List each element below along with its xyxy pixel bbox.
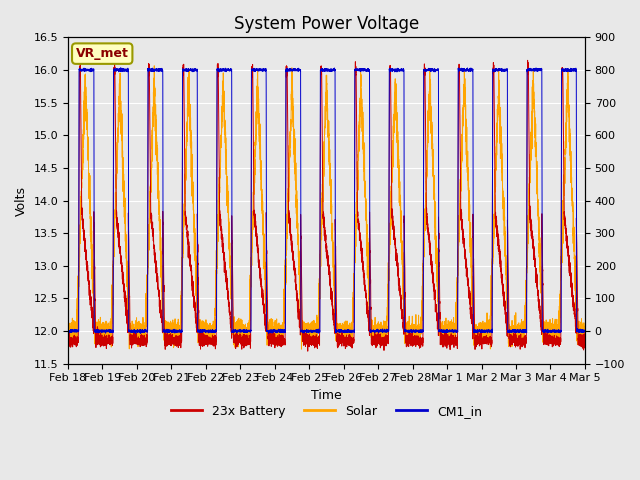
X-axis label: Time: Time — [311, 389, 342, 402]
Title: System Power Voltage: System Power Voltage — [234, 15, 419, 33]
Text: VR_met: VR_met — [76, 47, 129, 60]
Legend: 23x Battery, Solar, CM1_in: 23x Battery, Solar, CM1_in — [166, 400, 487, 423]
Y-axis label: Volts: Volts — [15, 186, 28, 216]
